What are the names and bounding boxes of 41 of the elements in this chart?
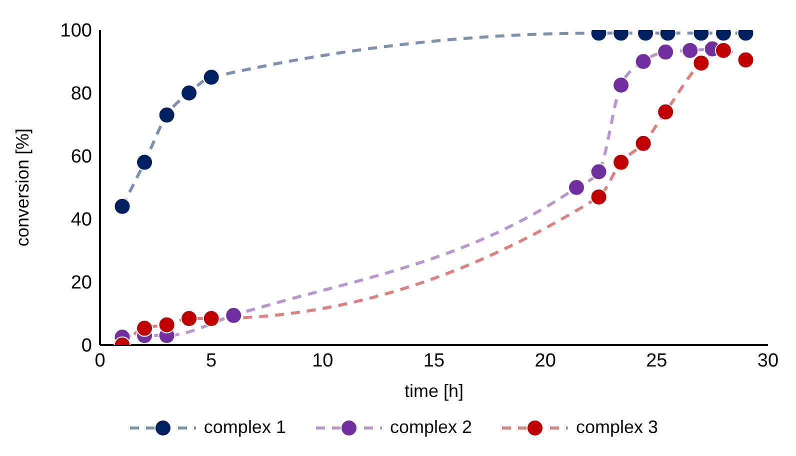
point: [682, 42, 699, 59]
y-axis-title: conversion [%]: [12, 128, 32, 247]
x-tick-label: 5: [206, 350, 217, 372]
legend-label: complex 2: [390, 417, 472, 438]
point: [180, 84, 198, 102]
y-tick-label: 100: [60, 20, 92, 42]
x-tick-label: 15: [423, 350, 445, 372]
legend-label: complex 1: [204, 417, 286, 438]
point: [714, 42, 732, 59]
point: [612, 76, 630, 94]
point: [634, 134, 652, 152]
y-tick-label: 60: [70, 146, 92, 168]
point: [136, 154, 154, 171]
point: [612, 154, 630, 171]
y-tick-label: 80: [70, 84, 92, 105]
y-tick-label: 20: [70, 272, 92, 294]
point: [158, 316, 176, 334]
point: [657, 44, 674, 61]
x-axis-title: time [h]: [404, 381, 464, 401]
point: [590, 163, 608, 180]
point: [590, 188, 608, 206]
point: [634, 53, 652, 70]
x-tick-label: 25: [646, 350, 668, 372]
point: [180, 310, 198, 328]
point: [657, 103, 674, 120]
point: [737, 51, 754, 68]
point: [568, 179, 586, 196]
point: [692, 54, 710, 72]
x-tick-label: 30: [757, 350, 779, 372]
x-tick-label: 0: [94, 350, 106, 372]
point: [136, 320, 154, 337]
x-tick-label: 20: [534, 350, 556, 372]
x-tick-label: 10: [312, 350, 334, 372]
y-tick-label: 40: [70, 210, 92, 231]
point: [225, 306, 242, 324]
point: [114, 198, 131, 215]
y-tick-label: 0: [81, 336, 92, 357]
point: [202, 68, 220, 86]
point: [158, 106, 176, 124]
point: [202, 310, 220, 328]
legend-label: complex 3: [576, 417, 658, 438]
